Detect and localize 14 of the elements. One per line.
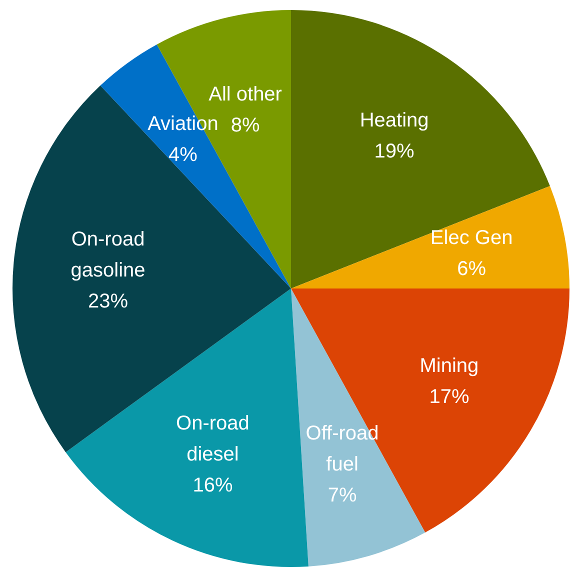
- slice-label: Elec Gen: [430, 227, 513, 250]
- data-label: 4%: [168, 144, 198, 166]
- slice-label: On-road diesel: [176, 412, 250, 466]
- data-label: 16%: [192, 474, 233, 496]
- slice-label: Mining: [420, 355, 479, 378]
- data-label: 7%: [328, 484, 357, 507]
- data-label: 23%: [88, 290, 128, 313]
- slice-label: Heating: [360, 109, 429, 132]
- data-label: 19%: [374, 140, 415, 162]
- slice-label: All other: [208, 83, 282, 106]
- data-label: 6%: [457, 258, 486, 280]
- data-label: 8%: [230, 114, 260, 136]
- slice-label: On-road gasoline: [70, 228, 146, 282]
- data-label: 17%: [429, 386, 470, 408]
